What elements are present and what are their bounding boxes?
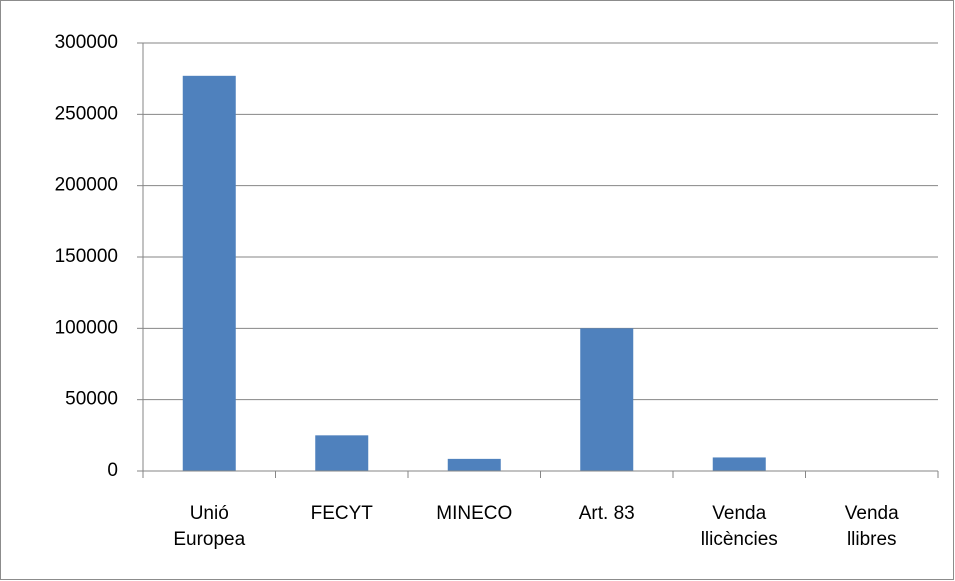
x-tick-label: MINECO — [436, 503, 513, 524]
y-tick-label: 200000 — [55, 175, 118, 196]
y-tick-label: 100000 — [55, 317, 118, 338]
y-tick-label: 0 — [107, 460, 118, 481]
x-tick-label: Unió Europea — [173, 503, 246, 550]
y-tick-label: 50000 — [65, 389, 118, 410]
bar — [447, 458, 501, 471]
bar — [182, 75, 236, 472]
y-tick-label: 150000 — [55, 246, 118, 267]
x-tick-label: Venda llicències — [700, 503, 778, 550]
y-tick-label: 300000 — [55, 32, 118, 53]
y-tick-label: 250000 — [55, 103, 118, 124]
bar — [580, 328, 634, 471]
x-tick-label: Venda llibres — [844, 503, 899, 550]
bar — [315, 435, 369, 471]
bar — [712, 457, 766, 471]
x-tick-label: FECYT — [310, 503, 373, 524]
x-tick-label: Art. 83 — [578, 503, 635, 524]
